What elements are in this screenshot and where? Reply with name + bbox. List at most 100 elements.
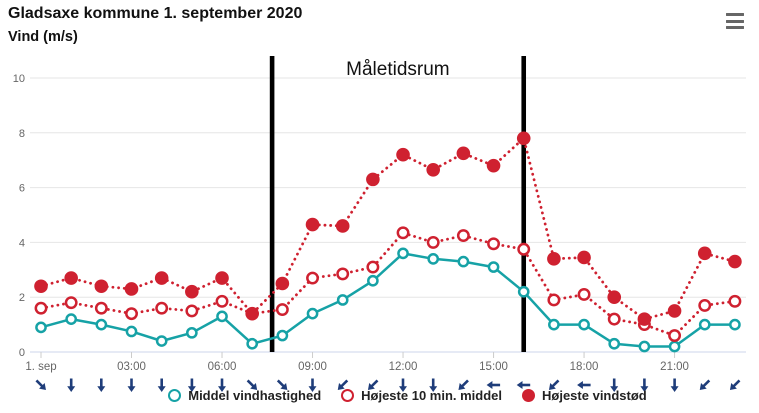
data-point-s0-07:00[interactable] <box>246 337 259 350</box>
data-point-s0-22:00[interactable] <box>698 318 711 331</box>
data-point-s2-00:00[interactable] <box>34 279 48 294</box>
wind-arrow-icon <box>308 378 317 392</box>
chart-context-menu-button[interactable] <box>726 13 744 29</box>
data-point-s1-12:00[interactable] <box>396 226 410 240</box>
data-point-s0-00:00[interactable] <box>35 321 47 334</box>
data-point-s0-09:00[interactable] <box>306 307 319 320</box>
measurement-band-label: Måletidsrum <box>346 59 449 80</box>
wind-arrow-icon <box>187 378 196 392</box>
wind-arrow-icon <box>97 378 106 392</box>
data-point-s0-11:00[interactable] <box>367 274 379 287</box>
data-point-s2-16:00[interactable] <box>516 131 531 146</box>
data-point-s2-18:00[interactable] <box>577 250 591 265</box>
wind-arrow-icon <box>429 378 438 392</box>
wind-arrow-head <box>67 386 76 392</box>
data-point-s0-04:00[interactable] <box>155 335 168 347</box>
data-point-s1-10:00[interactable] <box>336 267 350 281</box>
wind-arrow-head <box>729 383 737 390</box>
data-point-s1-21:00[interactable] <box>668 329 682 343</box>
data-point-s0-16:00[interactable] <box>517 285 530 298</box>
y-gridlines: 0 2 4 6 8 10 <box>13 73 746 359</box>
x-axis: 1. sep 03:00 06:00 09:00 12:00 15:00 18:00 21:0… <box>25 352 689 373</box>
data-point-s0-12:00[interactable] <box>397 247 409 260</box>
data-point-s2-12:00[interactable] <box>396 147 410 162</box>
data-point-s1-17:00[interactable] <box>547 293 561 307</box>
data-point-s0-18:00[interactable] <box>578 318 590 331</box>
wind-arrow-icon <box>246 379 258 390</box>
data-point-s2-21:00[interactable] <box>667 304 682 318</box>
series-h-jeste-10-min-middel <box>34 226 742 343</box>
data-point-s1-01:00[interactable] <box>64 296 78 310</box>
legend-item-hojeste-vindstod[interactable]: Højeste vindstød <box>522 388 647 403</box>
data-point-s1-15:00[interactable] <box>487 237 500 251</box>
data-point-s0-23:00[interactable] <box>729 318 741 331</box>
data-point-s0-14:00[interactable] <box>457 255 470 268</box>
data-point-s1-18:00[interactable] <box>577 288 591 301</box>
data-point-s1-23:00[interactable] <box>728 294 742 308</box>
data-point-s0-08:00[interactable] <box>276 329 289 342</box>
data-point-s1-02:00[interactable] <box>94 301 108 315</box>
data-point-s1-05:00[interactable] <box>185 304 199 318</box>
wind-arrow-head <box>399 386 407 392</box>
data-point-s2-22:00[interactable] <box>697 246 712 261</box>
data-point-s2-11:00[interactable] <box>366 172 380 187</box>
data-point-s1-22:00[interactable] <box>698 298 712 312</box>
data-point-s1-03:00[interactable] <box>125 307 138 321</box>
wind-arrow-head <box>97 386 106 392</box>
data-point-s2-23:00[interactable] <box>728 254 742 269</box>
data-point-s2-15:00[interactable] <box>486 158 501 173</box>
data-point-s2-04:00[interactable] <box>154 271 169 285</box>
data-point-s2-08:00[interactable] <box>275 276 290 291</box>
data-point-s0-15:00[interactable] <box>487 261 500 273</box>
wind-arrow-head <box>486 381 493 389</box>
wind-arrow-head <box>187 386 196 392</box>
legend-item-hojeste-10-min-middel[interactable]: Højeste 10 min. middel <box>341 388 502 403</box>
data-point-s2-10:00[interactable] <box>335 219 350 233</box>
data-point-s1-06:00[interactable] <box>215 294 229 308</box>
wind-arrow-head <box>367 383 375 390</box>
wind-arrow-icon <box>337 379 349 390</box>
data-point-s2-07:00[interactable] <box>245 306 259 321</box>
y-axis-label: 8 <box>19 128 25 140</box>
data-point-s0-13:00[interactable] <box>427 252 440 265</box>
data-point-s1-19:00[interactable] <box>607 312 621 326</box>
data-point-s0-05:00[interactable] <box>186 326 198 339</box>
data-point-s0-21:00[interactable] <box>668 340 681 353</box>
data-point-s1-14:00[interactable] <box>456 229 470 243</box>
wind-arrow-icon <box>516 381 531 389</box>
data-point-s2-19:00[interactable] <box>607 290 622 305</box>
data-point-s1-11:00[interactable] <box>366 260 380 274</box>
legend-item-middel-vindhastighed[interactable]: Middel vindhastighed <box>168 388 321 403</box>
data-point-s1-04:00[interactable] <box>155 301 169 315</box>
data-point-s2-03:00[interactable] <box>124 282 139 296</box>
data-point-s2-05:00[interactable] <box>185 284 199 299</box>
data-point-s1-09:00[interactable] <box>306 271 319 285</box>
legend-label: Højeste vindstød <box>542 388 647 403</box>
data-point-s0-03:00[interactable] <box>125 325 138 338</box>
data-point-s0-10:00[interactable] <box>336 294 349 306</box>
data-point-s1-08:00[interactable] <box>275 303 289 316</box>
data-point-s0-19:00[interactable] <box>608 337 621 350</box>
hamburger-icon <box>726 26 744 29</box>
filled-circle-marker-icon <box>522 389 536 402</box>
data-point-s0-02:00[interactable] <box>95 318 108 331</box>
data-point-s2-13:00[interactable] <box>426 162 441 177</box>
data-point-s2-09:00[interactable] <box>305 217 320 232</box>
wind-arrow-icon <box>458 379 469 390</box>
data-point-s1-13:00[interactable] <box>426 235 440 249</box>
data-point-s1-00:00[interactable] <box>34 301 48 315</box>
wind-direction-arrows <box>35 378 741 392</box>
data-point-s1-16:00[interactable] <box>517 242 531 256</box>
data-point-s0-01:00[interactable] <box>65 313 78 325</box>
data-point-s2-17:00[interactable] <box>547 252 561 266</box>
data-point-s2-14:00[interactable] <box>456 146 471 161</box>
wind-arrow-head <box>458 383 466 390</box>
wind-arrow-head <box>127 386 136 392</box>
data-point-s2-01:00[interactable] <box>64 271 78 285</box>
data-point-s2-20:00[interactable] <box>637 312 652 326</box>
data-point-s2-06:00[interactable] <box>215 271 229 285</box>
data-point-s2-02:00[interactable] <box>94 279 109 294</box>
data-point-s0-06:00[interactable] <box>216 310 228 323</box>
data-point-s0-20:00[interactable] <box>638 340 651 353</box>
data-point-s0-17:00[interactable] <box>548 318 560 331</box>
